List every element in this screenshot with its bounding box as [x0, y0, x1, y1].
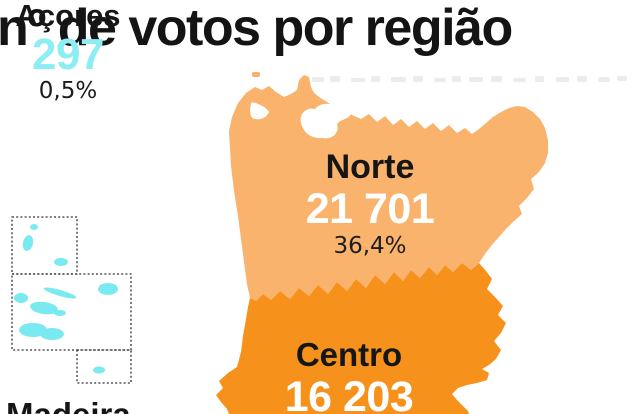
acores-islands [14, 224, 118, 374]
centro-label-block: Centro 16 203 [251, 338, 447, 414]
norte-name: Norte [325, 148, 415, 186]
centro-votes: 16 203 [284, 373, 414, 414]
chart-title: nº de votos por região [0, 0, 513, 57]
madeira-name: Madeira [6, 398, 131, 414]
norte-label-block: Norte 21 701 36,4% [272, 150, 468, 258]
acores-votes: 297 [32, 30, 104, 79]
acores-percent: 0,5% [38, 78, 98, 104]
norte-votes: 21 701 [305, 185, 435, 233]
centro-name: Centro [295, 336, 403, 373]
acores-inset-boxes [11, 216, 132, 384]
acores-label-block: Açores 297 0,5% [0, 0, 136, 103]
norte-coast-inlet [250, 102, 269, 120]
norte-percent: 36,4% [333, 233, 407, 259]
map-region-centro [216, 263, 506, 414]
cropped-edge-artifacts [252, 72, 627, 82]
norte-interior-white-area [300, 103, 352, 139]
acores-name: Açores [15, 0, 121, 33]
